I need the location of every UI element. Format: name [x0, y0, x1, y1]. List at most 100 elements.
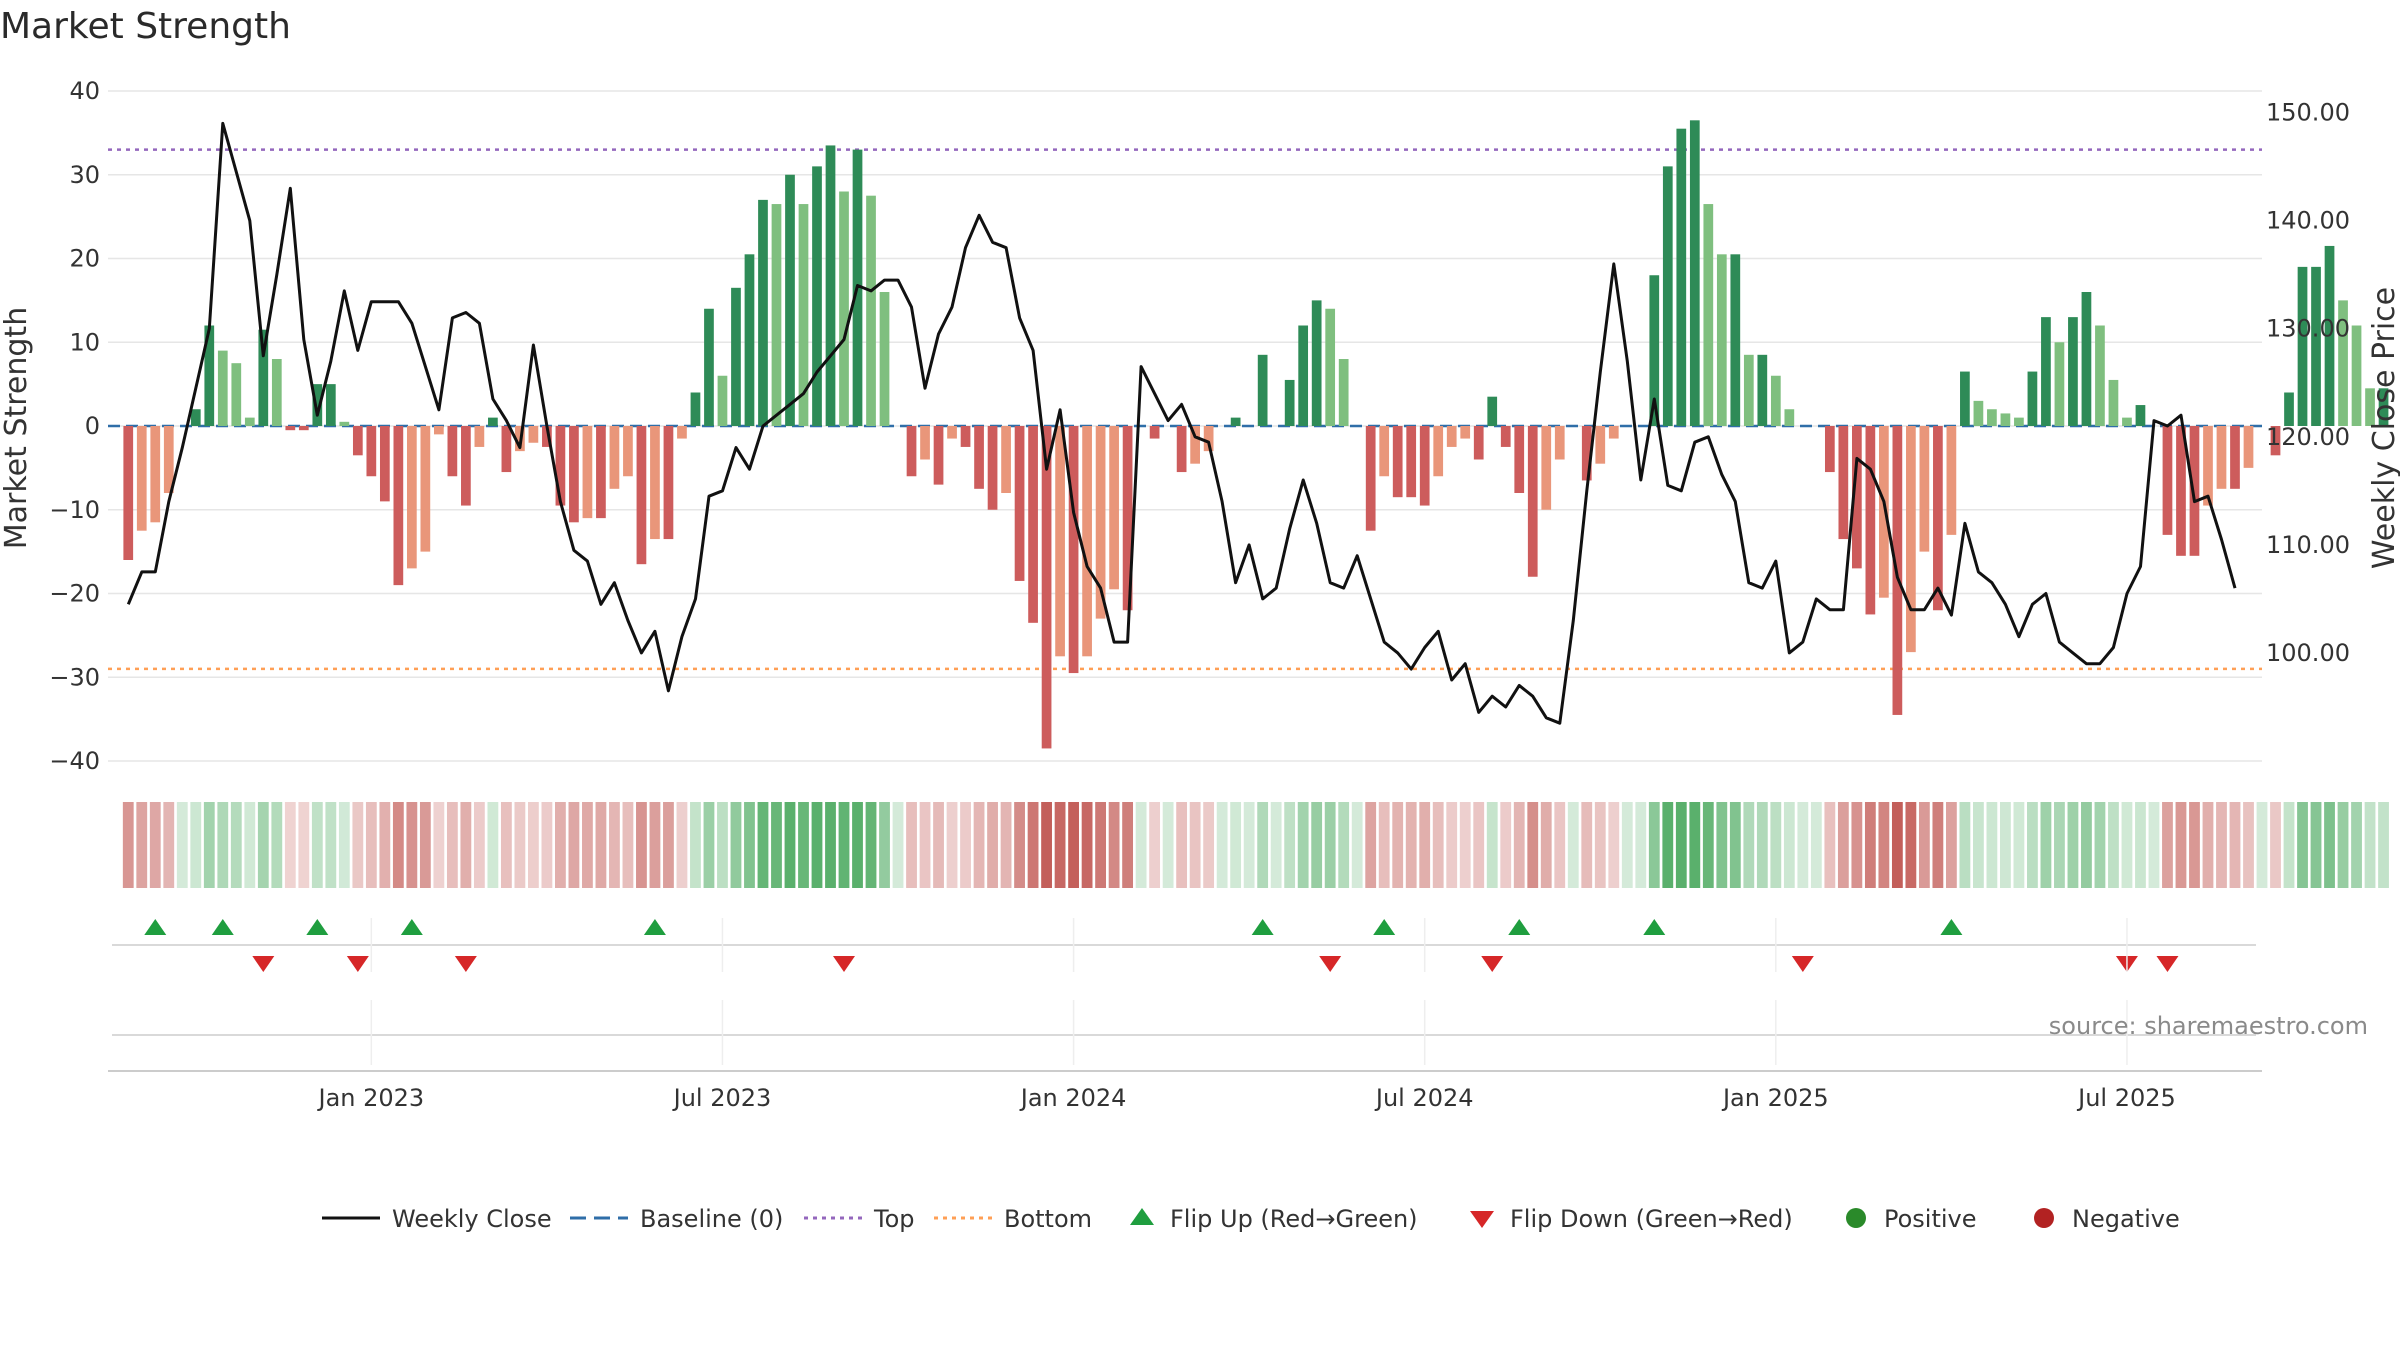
strength-bar	[1595, 426, 1606, 464]
left-tick-label: 10	[69, 328, 100, 356]
strength-bar	[1946, 426, 1957, 535]
band-cell	[230, 802, 242, 888]
strength-bar	[1824, 426, 1835, 473]
strength-bar	[1190, 426, 1200, 464]
band-cell	[1338, 802, 1350, 888]
strength-bar	[258, 329, 269, 426]
flip-down-marker	[833, 956, 856, 972]
flip-up-marker	[1508, 919, 1531, 935]
strength-bar	[2297, 266, 2308, 426]
strength-bar	[150, 426, 161, 523]
band-cell	[771, 802, 782, 888]
band-cell	[2364, 802, 2376, 888]
band-cell	[2148, 802, 2160, 888]
strength-bar	[2203, 426, 2213, 506]
strength-bar	[744, 254, 755, 426]
strength-bar	[1500, 426, 1511, 447]
strength-bar	[771, 204, 782, 426]
band-cell	[730, 802, 742, 888]
band-cell	[2229, 802, 2241, 888]
strength-bar	[650, 426, 660, 540]
band-cell	[1824, 802, 1836, 888]
band-cell	[2162, 802, 2173, 888]
strength-bar	[974, 426, 984, 489]
strength-bar	[2068, 317, 2078, 426]
strength-bar	[2176, 426, 2186, 556]
strength-bar	[785, 174, 795, 426]
right-tick-label: 120.00	[2266, 423, 2350, 451]
strength-bar	[2095, 325, 2105, 426]
strength-bar	[231, 363, 242, 426]
strength-bar	[1433, 426, 1444, 477]
strength-bar	[1919, 426, 1930, 552]
strength-bar	[906, 426, 917, 477]
band-cell	[176, 802, 188, 888]
strength-bar	[1257, 354, 1268, 426]
band-cell	[271, 802, 283, 888]
band-cell	[149, 802, 161, 888]
strength-bar	[1581, 426, 1592, 481]
strength-bar	[379, 426, 390, 502]
strength-bar	[325, 384, 336, 426]
strength-bar	[1014, 426, 1025, 581]
band-cell	[919, 802, 931, 888]
strength-bar	[920, 426, 930, 460]
band-cell	[1230, 802, 1242, 888]
strength-bar	[1284, 379, 1295, 426]
strength-bar	[1149, 426, 1160, 439]
legend-circle-icon	[1846, 1208, 1866, 1228]
band-cell	[433, 802, 445, 888]
strength-bar	[1041, 426, 1052, 749]
band-cell	[1932, 802, 1944, 888]
band-cell	[1729, 802, 1741, 888]
strength-bar	[271, 359, 282, 426]
x-tick-label: Jul 2023	[672, 1084, 772, 1112]
source-note: source: sharemaestro.com	[2049, 1012, 2368, 1040]
strength-bar	[1987, 409, 1997, 426]
x-tick-label: Jan 2023	[316, 1084, 424, 1112]
strength-bar	[555, 426, 566, 506]
strength-bar	[2324, 245, 2335, 426]
strength-bar	[1230, 417, 1241, 426]
strength-bar	[1743, 354, 1754, 426]
flip-down-marker	[1791, 956, 1814, 972]
strength-bar	[1838, 426, 1849, 540]
strength-bar	[960, 426, 971, 447]
strength-bar	[1973, 400, 1984, 426]
band-cell	[392, 802, 404, 888]
band-cell	[1567, 802, 1579, 888]
strength-bar	[542, 426, 552, 447]
strength-bar	[1419, 426, 1430, 506]
band-cell	[1419, 802, 1431, 888]
strength-bar	[312, 384, 323, 426]
band-cell	[338, 802, 350, 888]
band-cell	[311, 802, 323, 888]
band-cell	[2297, 802, 2308, 888]
band-cell	[1041, 802, 1052, 888]
band-cell	[2054, 802, 2065, 888]
band-cell	[136, 802, 148, 888]
x-tick-label: Jul 2025	[2076, 1084, 2176, 1112]
band-cell	[1486, 802, 1498, 888]
band-cell	[2027, 802, 2038, 888]
strength-bar	[1527, 426, 1538, 577]
band-cell	[163, 802, 175, 888]
strength-bar	[285, 426, 296, 431]
strength-bar	[1676, 128, 1687, 426]
flip-up-marker	[400, 919, 423, 935]
band-cell	[541, 802, 553, 888]
band-cell	[1473, 802, 1485, 888]
band-cell	[1000, 802, 1012, 888]
strength-bar	[1082, 426, 1092, 657]
band-cell	[1716, 802, 1728, 888]
band-cell	[284, 802, 296, 888]
band-cell	[622, 802, 634, 888]
band-cell	[811, 802, 823, 888]
left-tick-label: −10	[49, 496, 100, 524]
strength-bar	[704, 308, 714, 426]
strength-bar	[406, 426, 417, 569]
band-cell	[1972, 802, 1984, 888]
strength-bar	[1095, 426, 1106, 619]
strength-bar	[812, 166, 822, 426]
strength-bar	[244, 417, 255, 426]
